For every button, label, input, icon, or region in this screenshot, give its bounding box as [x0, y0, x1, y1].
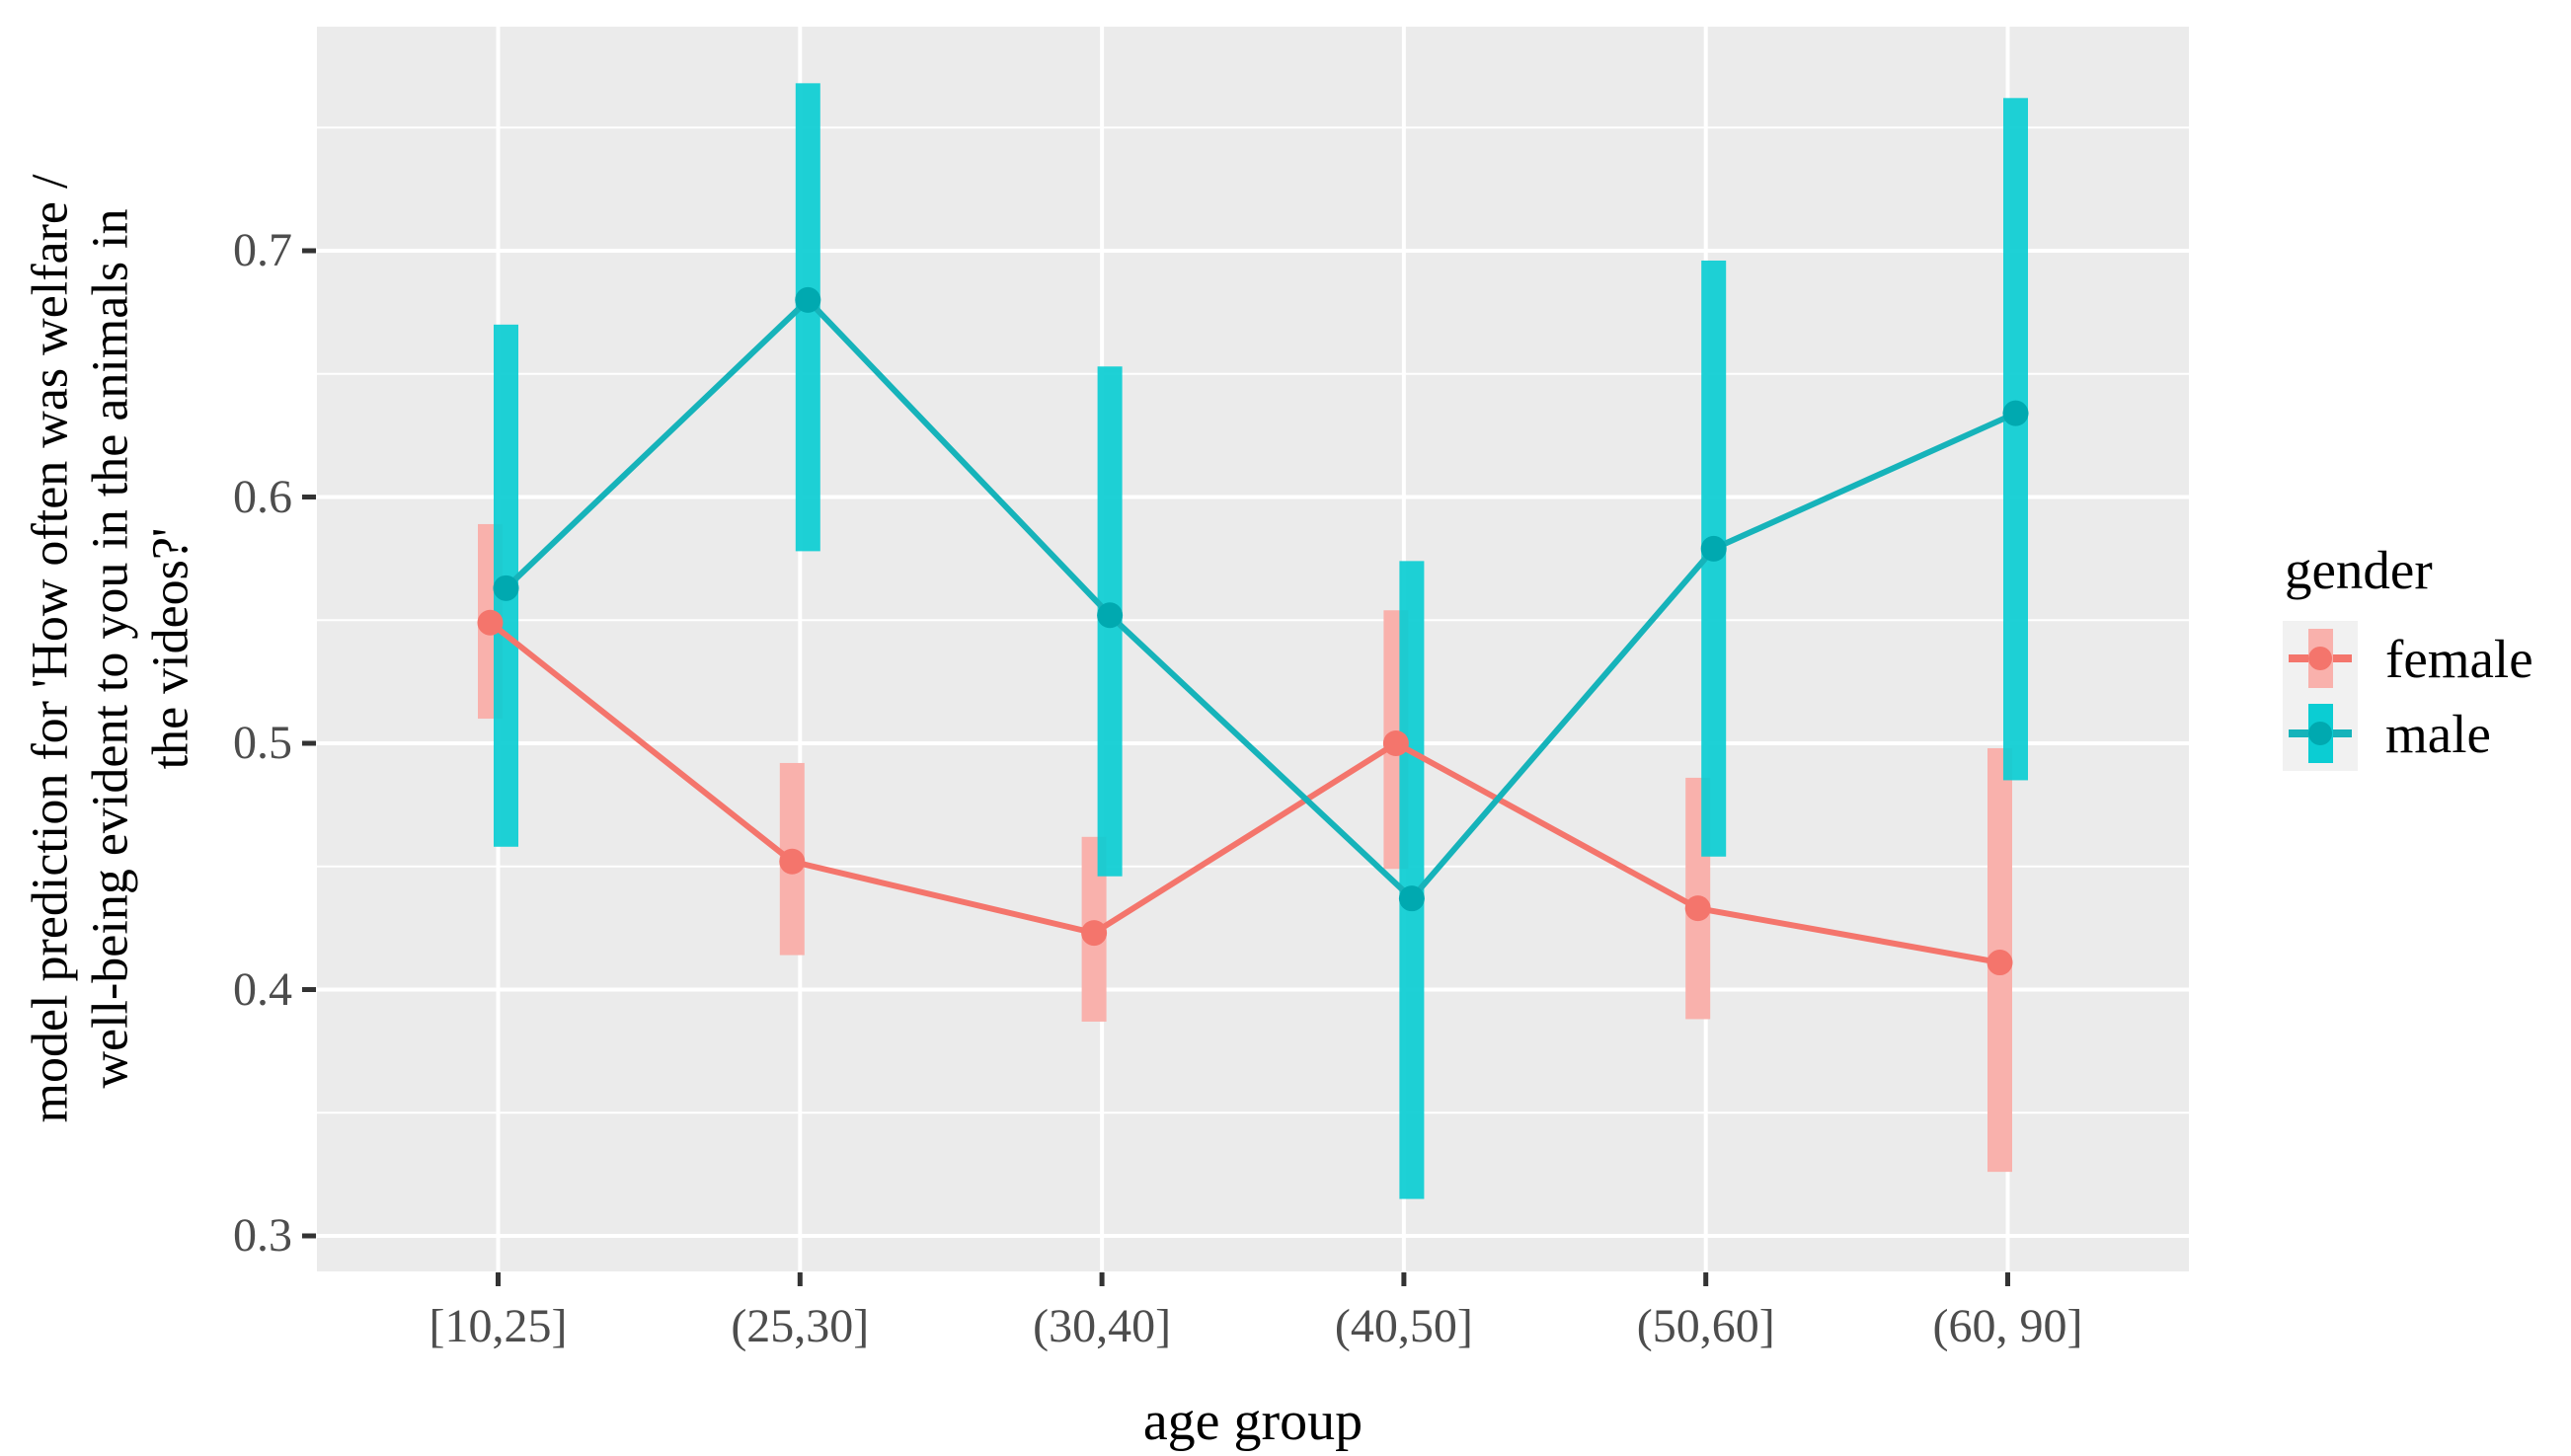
x-axis-title: age group	[1142, 1391, 1363, 1452]
x-tick-label: (40,50]	[1334, 1300, 1473, 1352]
legend-entry-female: female	[2283, 621, 2533, 696]
legend-key-female	[2283, 621, 2358, 696]
x-tick-label: (30,40]	[1033, 1300, 1172, 1352]
trend-line-male	[503, 296, 2019, 902]
y-tick-label: 0.4	[233, 962, 292, 1016]
y-tick-label: 0.7	[233, 224, 292, 276]
legend-key-male	[2283, 696, 2358, 771]
y-tick-label: 0.3	[233, 1209, 292, 1262]
plot-panel	[317, 27, 2189, 1271]
data-point-female	[1684, 895, 1711, 922]
data-point-female	[1382, 730, 1409, 756]
data-point-male	[795, 286, 821, 313]
data-point-male	[2002, 400, 2029, 426]
data-point-female	[477, 609, 504, 636]
data-point-female	[779, 848, 806, 875]
data-point-male	[493, 575, 519, 601]
y-tick-label: 0.6	[233, 470, 292, 523]
error-bar-male	[1399, 561, 1425, 1199]
data-point-female	[1081, 920, 1108, 947]
legend-label-female: female	[2385, 628, 2533, 689]
legend-label-male: male	[2385, 703, 2491, 764]
data-point-male	[1398, 885, 1425, 912]
error-bar-male	[795, 83, 820, 552]
x-tick-label: [10,25]	[428, 1300, 568, 1352]
data-point-male	[1097, 602, 1124, 629]
trend-line-female	[487, 619, 2003, 966]
data-point-female	[1987, 950, 2013, 976]
female-point-swatch	[2308, 647, 2332, 670]
error-bar-male	[2003, 98, 2028, 781]
legend-title: gender	[2285, 540, 2433, 600]
data-point-male	[1700, 535, 1727, 562]
y-tick-label: 0.5	[233, 717, 292, 769]
x-tick-label: (50,60]	[1636, 1300, 1775, 1352]
legend-entry-male: male	[2283, 696, 2533, 771]
male-point-swatch	[2308, 722, 2332, 745]
x-tick-label: (25,30]	[731, 1300, 870, 1352]
legend: gender female male	[2283, 539, 2533, 771]
x-tick-label: (60, 90]	[1932, 1300, 2083, 1352]
